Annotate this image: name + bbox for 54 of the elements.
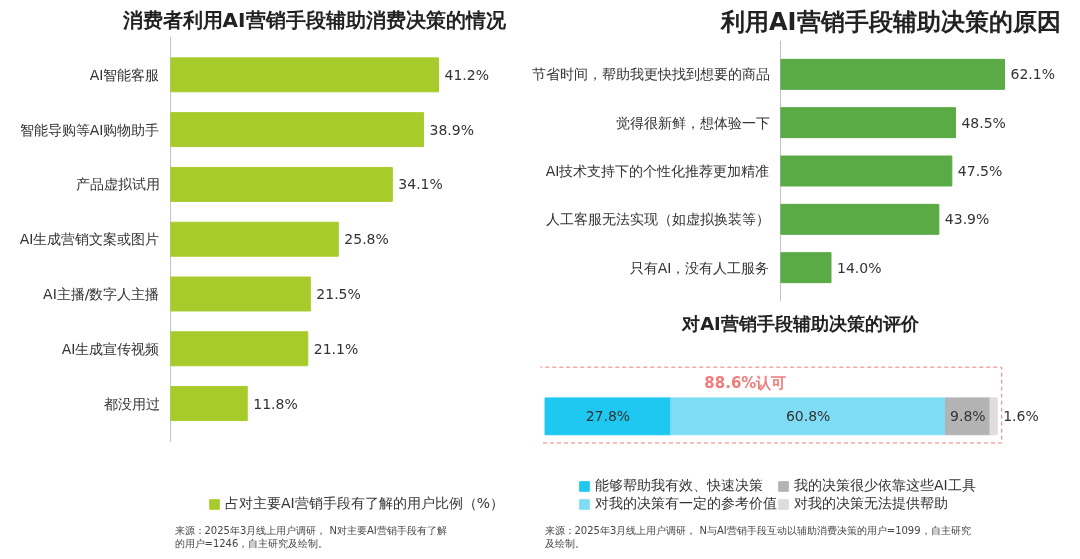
y-tick-label: 只有AI，没有人工服务 [629, 259, 770, 276]
bar [780, 203, 940, 235]
data-label: 25.8% [344, 231, 389, 248]
legend-label: 能够帮助我有效、快速决策 [595, 477, 763, 495]
legend-label: 对我的决策有一定的参考价值 [595, 495, 777, 513]
data-label: 14.0% [837, 259, 882, 276]
chart-title: 消费者利用AI营销手段辅助消费决策的情况 [121, 7, 507, 32]
data-label: 27.8% [585, 408, 631, 425]
y-tick-label: AI生成宣传视频 [61, 340, 160, 357]
bar [780, 58, 1005, 90]
bar [544, 397, 672, 436]
bar [170, 386, 248, 422]
y-tick-label: 节省时间，帮助我更快找到想要的商品 [531, 66, 770, 83]
chart-title: 对AI营销手段辅助决策的评价 [681, 312, 920, 334]
bar [670, 397, 947, 436]
bar [170, 331, 309, 367]
data-label: 62.1% [1010, 66, 1055, 83]
bar [780, 252, 832, 284]
bar [780, 107, 956, 139]
y-tick-label: 人工客服无法实现（如虚拟换装等） [545, 211, 770, 228]
legend-label: 占对主要AI营销手段有了解的用户比例（%） [225, 495, 505, 513]
y-tick-label: AI智能客服 [89, 66, 160, 83]
bar [989, 397, 998, 436]
data-label: 41.2% [444, 66, 489, 83]
data-label: 47.5% [957, 163, 1003, 179]
chart-title: 利用AI营销手段辅助决策的原因 [720, 7, 1061, 36]
y-tick-label: AI技术支持下的个性化推荐更加精准 [545, 163, 770, 179]
bar [170, 57, 439, 93]
data-label: 34.1% [398, 176, 443, 193]
data-label: 11.8% [253, 395, 298, 412]
bar [170, 166, 393, 202]
data-label: 48.5% [961, 114, 1006, 131]
legend-label: 对我的决策无法提供帮助 [794, 495, 948, 513]
data-label: 9.8% [950, 408, 986, 425]
y-tick-label: 产品虚拟试用 [75, 176, 160, 193]
bar [170, 221, 339, 257]
y-tick-label: 觉得很新鲜，想体验一下 [615, 114, 770, 131]
data-label: 43.9% [944, 211, 990, 228]
source-note: 来源：2025年3月线上用户调研， N与AI营销手段互动以辅助消费决策的用户=1099，自主研究及绘制。 [544, 525, 971, 550]
y-tick-label: AI生成营销文案或图片 [19, 231, 160, 248]
text: 88.6%认可 [704, 373, 787, 392]
bar [170, 276, 311, 312]
y-tick-label: 都没用过 [103, 395, 160, 412]
data-label: 60.8% [785, 408, 831, 425]
data-label: 21.1% [313, 340, 359, 357]
y-tick-label: AI主播/数字人主播 [43, 286, 160, 302]
source-note: 来源：2025年3月线上用户调研， N对主要AI营销手段有了解的用户=1246，自主研究及绘制。 [174, 525, 447, 550]
y-tick-label: 智能导购等AI购物助手 [19, 121, 160, 138]
data-label: 1.6% [1003, 408, 1039, 425]
bar [170, 112, 425, 148]
data-label: 38.9% [429, 121, 475, 138]
bar [780, 155, 953, 187]
data-label: 21.5% [316, 286, 361, 302]
legend-label: 我的决策很少依靠这些AI工具 [794, 477, 976, 495]
